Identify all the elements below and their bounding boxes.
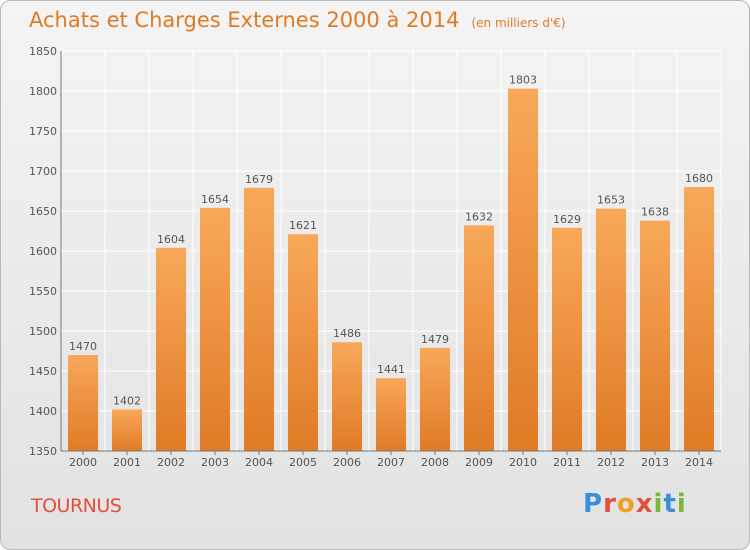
logo-letter: o xyxy=(616,489,636,519)
x-tick-label-2005: 2005 xyxy=(289,456,317,469)
value-label-2011: 1629 xyxy=(553,213,581,226)
bar-2008 xyxy=(420,347,450,451)
logo-letter: t xyxy=(663,489,677,519)
title-text: Achats et Charges Externes 2000 à 2014 xyxy=(29,8,460,32)
x-tick-label-2009: 2009 xyxy=(465,456,493,469)
bar-2009 xyxy=(464,225,494,451)
y-tick-label: 1450 xyxy=(29,365,57,378)
value-label-2002: 1604 xyxy=(157,233,185,246)
bar-2001 xyxy=(112,409,142,451)
y-tick-label: 1800 xyxy=(29,85,57,98)
value-label-2013: 1638 xyxy=(641,206,669,219)
logo-letter: i xyxy=(676,489,687,519)
y-tick-label: 1350 xyxy=(29,445,57,458)
y-tick-label: 1400 xyxy=(29,405,57,418)
value-label-2012: 1653 xyxy=(597,194,625,207)
bar-2007 xyxy=(376,378,406,451)
x-tick-label-2007: 2007 xyxy=(377,456,405,469)
logo-letter: i xyxy=(653,489,664,519)
value-label-2010: 1803 xyxy=(509,74,537,87)
bar-2010 xyxy=(508,88,538,451)
chart-subtitle: (en milliers d'€) xyxy=(471,16,566,30)
x-tick-label-2012: 2012 xyxy=(597,456,625,469)
axis-layer: 1350 1400 1450 1500 1550 1600 1650 1700 1750 1800… xyxy=(29,45,721,469)
bar-2005 xyxy=(288,234,318,451)
chart-title: Achats et Charges Externes 2000 à 2014 (e… xyxy=(29,8,566,32)
x-tick-label-2000: 2000 xyxy=(69,456,97,469)
y-tick-label: 1500 xyxy=(29,325,57,338)
x-tick-label-2006: 2006 xyxy=(333,456,361,469)
y-tick-label: 1650 xyxy=(29,205,57,218)
y-tick-label: 1700 xyxy=(29,165,57,178)
bar-2000 xyxy=(68,355,98,451)
y-tick-label: 1550 xyxy=(29,285,57,298)
x-tick-label-2013: 2013 xyxy=(641,456,669,469)
value-label-2001: 1402 xyxy=(113,394,141,407)
value-label-2006: 1486 xyxy=(333,327,361,340)
value-label-2003: 1654 xyxy=(201,193,229,206)
x-tick-label-2004: 2004 xyxy=(245,456,273,469)
value-label-2009: 1632 xyxy=(465,210,493,223)
value-label-2005: 1621 xyxy=(289,219,317,232)
labels-layer: 1470 1402 1604 1654 1679 1621 1486 1441 1479 1632… xyxy=(69,74,713,408)
bar-2013 xyxy=(640,220,670,451)
logo-letter: r xyxy=(603,489,617,519)
bar-2011 xyxy=(552,227,582,451)
bar-2002 xyxy=(156,247,186,451)
bar-2006 xyxy=(332,342,362,451)
logo-letter: P xyxy=(583,489,604,519)
bar-2004 xyxy=(244,187,274,452)
value-label-2007: 1441 xyxy=(377,363,405,376)
bar-2014 xyxy=(684,187,714,451)
y-tick-label: 1750 xyxy=(29,125,57,138)
bar-2003 xyxy=(200,207,230,451)
x-tick-label-2003: 2003 xyxy=(201,456,229,469)
value-label-2008: 1479 xyxy=(421,333,449,346)
y-tick-label: 1850 xyxy=(29,45,57,58)
bars-layer xyxy=(68,88,714,452)
x-tick-label-2011: 2011 xyxy=(553,456,581,469)
value-label-2000: 1470 xyxy=(69,340,97,353)
bar-2012 xyxy=(596,208,626,451)
x-tick-label-2014: 2014 xyxy=(685,456,713,469)
x-tick-label-2010: 2010 xyxy=(509,456,537,469)
proxiti-logo[interactable]: Proxiti xyxy=(583,489,687,519)
logo-letter: x xyxy=(635,489,654,519)
value-label-2004: 1679 xyxy=(245,173,273,186)
value-label-2014: 1680 xyxy=(685,172,713,185)
x-tick-label-2002: 2002 xyxy=(157,456,185,469)
y-tick-label: 1600 xyxy=(29,245,57,258)
x-tick-label-2001: 2001 xyxy=(113,456,141,469)
x-tick-label-2008: 2008 xyxy=(421,456,449,469)
location-label: TOURNUS xyxy=(31,495,122,517)
